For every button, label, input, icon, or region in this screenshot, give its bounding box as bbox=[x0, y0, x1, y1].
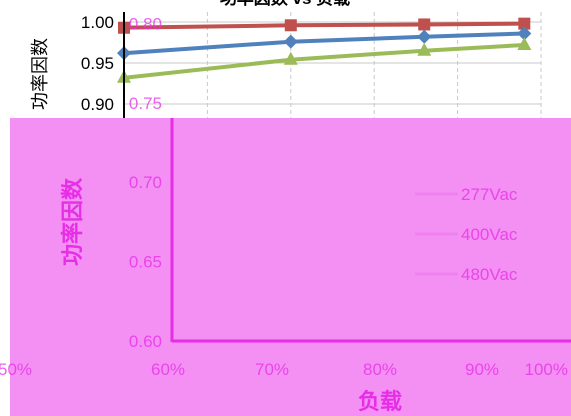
y-tick-label: 0.70 bbox=[129, 173, 162, 192]
data-point-277Vac bbox=[284, 19, 297, 32]
x-tick-label: 100% bbox=[525, 360, 568, 379]
data-point-277Vac bbox=[518, 17, 531, 30]
top-y-axis-label: 功率因数 bbox=[30, 38, 50, 110]
chart-title: 功率因数 vs 负载 bbox=[220, 0, 350, 8]
legend-label: 480Vac bbox=[461, 265, 518, 284]
pink-overlay bbox=[10, 118, 571, 416]
top-y-tick-labels: 0.90 0.95 1.00 bbox=[81, 13, 114, 114]
legend-label: 277Vac bbox=[461, 185, 518, 204]
series-line-277Vac bbox=[123, 21, 525, 30]
y-tick-label: 0.90 bbox=[81, 95, 114, 114]
y-tick-label: 0.75 bbox=[129, 94, 162, 113]
y-tick-label: 0.60 bbox=[129, 332, 162, 351]
y-tick-label: 1.00 bbox=[81, 13, 114, 32]
top-gridlines bbox=[124, 12, 542, 118]
x-tick-label: 90% bbox=[465, 360, 499, 379]
series-line-480Vac bbox=[123, 43, 525, 80]
data-point-400Vac bbox=[517, 26, 532, 41]
x-axis-label: 负载 bbox=[358, 389, 402, 414]
x-tick-label: 50% bbox=[0, 360, 32, 379]
data-point-400Vac bbox=[283, 34, 298, 49]
legend: 277Vac 400Vac 480Vac bbox=[415, 185, 518, 284]
data-point-277Vac bbox=[418, 18, 431, 31]
y-axis-label: 功率因数 bbox=[60, 177, 85, 266]
y-tick-label: 0.95 bbox=[81, 54, 114, 73]
data-point-480Vac bbox=[517, 36, 532, 50]
legend-label: 400Vac bbox=[461, 225, 518, 244]
data-point-480Vac bbox=[283, 51, 298, 65]
top-plot-layer: 功率因数 vs 负载 0.90 0.95 1.00 功率因数 bbox=[30, 0, 542, 118]
data-point-400Vac bbox=[417, 29, 432, 44]
overlay-y-tick-labels: 0.600.650.700.750.800.85 bbox=[129, 14, 162, 351]
overlay-x-tick-labels: 50% 60% 70% 80% 90% 100% bbox=[0, 360, 568, 379]
y-tick-label: 0.65 bbox=[129, 253, 162, 272]
y-tick-label: 0.80 bbox=[129, 14, 162, 33]
pink-overlay-left-strip bbox=[0, 118, 10, 416]
x-tick-label: 80% bbox=[363, 360, 397, 379]
series-line-400Vac bbox=[123, 31, 525, 56]
x-tick-label: 60% bbox=[151, 360, 185, 379]
series-layer bbox=[117, 17, 532, 83]
x-tick-label: 70% bbox=[255, 360, 289, 379]
data-point-480Vac bbox=[417, 42, 432, 56]
